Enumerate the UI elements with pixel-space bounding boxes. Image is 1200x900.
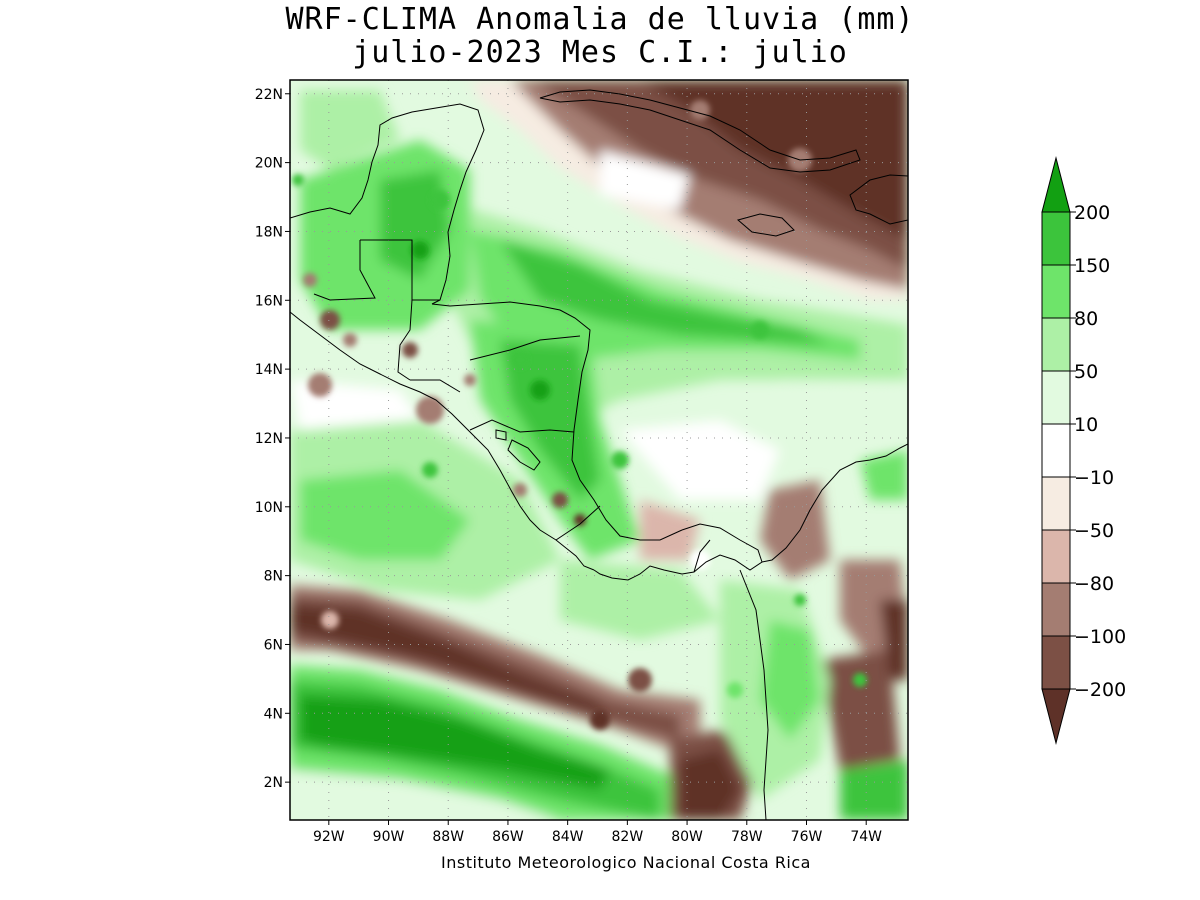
lon-tick-label: 80W	[671, 829, 703, 845]
colorbar-label: −10	[1074, 467, 1114, 489]
coastlines	[290, 89, 908, 820]
lat-tick-label: 12N	[255, 431, 283, 447]
lon-tick-label: 74W	[850, 829, 882, 845]
lat-tick-label: 18N	[255, 224, 283, 240]
colorbar-bin	[1041, 370, 1071, 425]
lon-tick-label: 90W	[373, 829, 405, 845]
colorbar-label: −200	[1074, 679, 1126, 701]
axis-ticks: 2N 4N 6N 8N 10N 12N 14N 16N 18N 20N 22N 92W 90W 88W 86…	[255, 87, 882, 845]
colorbar-bin	[1041, 582, 1071, 637]
colorbar-label: 50	[1074, 361, 1098, 383]
colorbar-label: 10	[1074, 414, 1098, 436]
colorbar-label: 200	[1074, 202, 1110, 224]
colorbar-bin	[1041, 211, 1071, 266]
map-subtitle: julio-2023 Mes C.I.: julio	[352, 35, 848, 70]
country-borders	[313, 239, 711, 573]
colorbar-arrow-top	[1041, 156, 1071, 213]
lat-tick-label: 8N	[264, 569, 283, 585]
colorbar-label: −100	[1074, 626, 1126, 648]
lat-tick-label: 10N	[255, 500, 283, 516]
lon-tick-label: 78W	[731, 829, 763, 845]
graticule	[290, 80, 908, 820]
lat-tick-label: 20N	[255, 156, 283, 172]
colorbar-bin	[1041, 317, 1071, 372]
lon-tick-label: 76W	[791, 829, 823, 845]
map-frame	[289, 79, 909, 821]
lat-tick-label: 16N	[255, 293, 283, 309]
lat-tick-label: 4N	[264, 706, 283, 722]
lon-tick-label: 88W	[432, 829, 464, 845]
colorbar-label: 150	[1074, 255, 1110, 277]
lat-tick-label: 14N	[255, 362, 283, 378]
lon-tick-label: 84W	[552, 829, 584, 845]
colorbar-label: −80	[1074, 573, 1114, 595]
colorbar: −200 −100 −80 −50 −10 10 50 80 150 200	[1041, 156, 1126, 745]
lat-tick-label: 2N	[264, 775, 283, 791]
lat-tick-label: 22N	[255, 87, 283, 103]
colorbar-label: −50	[1074, 520, 1114, 542]
credit-text: Instituto Meteorologico Nacional Costa R…	[441, 853, 811, 872]
colorbar-bin	[1041, 476, 1071, 531]
lon-tick-label: 92W	[313, 829, 345, 845]
colorbar-bin	[1041, 423, 1071, 478]
lat-tick-label: 6N	[264, 637, 283, 653]
colorbar-bin	[1041, 529, 1071, 584]
lon-tick-label: 86W	[492, 829, 524, 845]
colorbar-arrow-bottom	[1041, 688, 1071, 745]
colorbar-label: 80	[1074, 308, 1098, 330]
field-texture	[292, 100, 867, 730]
colorbar-bin	[1041, 635, 1071, 690]
anomaly-field	[290, 80, 908, 820]
colorbar-bin	[1041, 264, 1071, 319]
lon-tick-label: 82W	[612, 829, 644, 845]
map-title: WRF-CLIMA Anomalia de lluvia (mm)	[285, 2, 915, 37]
